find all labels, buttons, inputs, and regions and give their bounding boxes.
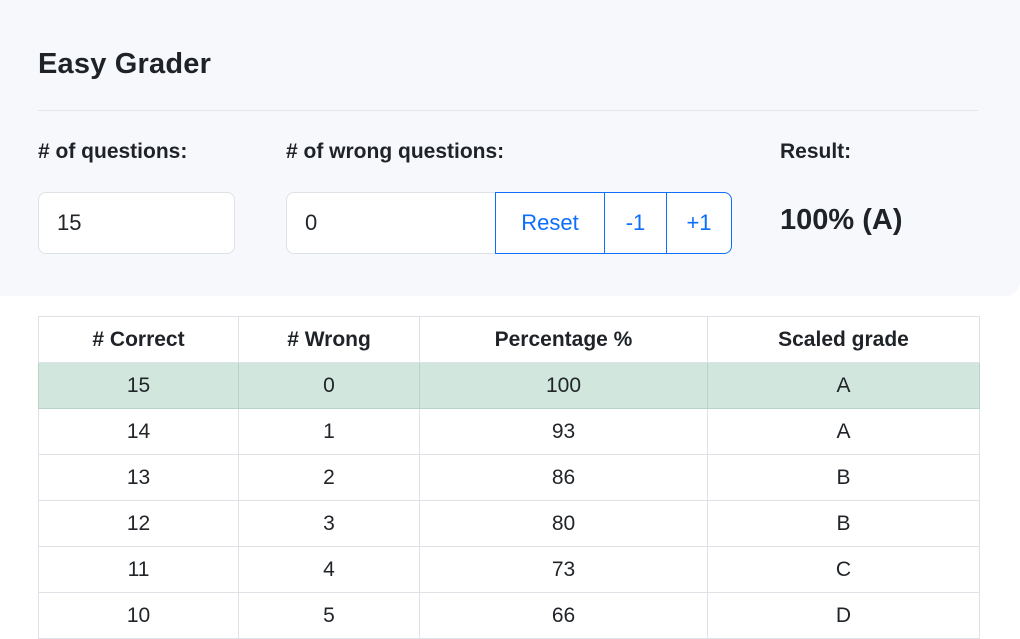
result-label: Result: bbox=[780, 140, 852, 163]
cell-correct: 14 bbox=[38, 408, 239, 455]
increment-button[interactable]: +1 bbox=[666, 192, 732, 254]
result-value: 100% (A) bbox=[780, 204, 903, 236]
cell-correct: 15 bbox=[38, 362, 239, 409]
header-percentage: Percentage % bbox=[419, 316, 708, 363]
wrong-questions-label: # of wrong questions: bbox=[286, 140, 505, 163]
cell-correct: 10 bbox=[38, 592, 239, 639]
cell-grade: C bbox=[707, 546, 980, 593]
wrong-questions-input[interactable] bbox=[286, 192, 495, 254]
cell-wrong: 4 bbox=[238, 546, 420, 593]
cell-correct: 13 bbox=[38, 454, 239, 501]
grade-table: # Correct # Wrong Percentage % Scaled gr… bbox=[38, 316, 980, 639]
table-header-row: # Correct # Wrong Percentage % Scaled gr… bbox=[38, 316, 980, 363]
cell-percentage: 93 bbox=[419, 408, 708, 455]
cell-grade: A bbox=[707, 362, 980, 409]
table-row: 11 4 73 C bbox=[38, 546, 980, 593]
decrement-button[interactable]: -1 bbox=[604, 192, 666, 254]
table-row-active: 15 0 100 A bbox=[38, 362, 980, 409]
header-correct: # Correct bbox=[38, 316, 239, 363]
cell-grade: D bbox=[707, 592, 980, 639]
cell-wrong: 1 bbox=[238, 408, 420, 455]
table-row: 10 5 66 D bbox=[38, 592, 980, 639]
header-wrong: # Wrong bbox=[238, 316, 420, 363]
title-divider bbox=[38, 110, 978, 111]
questions-label: # of questions: bbox=[38, 140, 188, 163]
cell-percentage: 66 bbox=[419, 592, 708, 639]
cell-percentage: 100 bbox=[419, 362, 708, 409]
cell-correct: 11 bbox=[38, 546, 239, 593]
cell-correct: 12 bbox=[38, 500, 239, 547]
table-row: 12 3 80 B bbox=[38, 500, 980, 547]
cell-wrong: 3 bbox=[238, 500, 420, 547]
table-row: 13 2 86 B bbox=[38, 454, 980, 501]
cell-percentage: 86 bbox=[419, 454, 708, 501]
reset-button[interactable]: Reset bbox=[495, 192, 604, 254]
cell-wrong: 5 bbox=[238, 592, 420, 639]
cell-percentage: 73 bbox=[419, 546, 708, 593]
cell-grade: A bbox=[707, 408, 980, 455]
table-row: 14 1 93 A bbox=[38, 408, 980, 455]
cell-grade: B bbox=[707, 454, 980, 501]
app-title: Easy Grader bbox=[38, 48, 212, 80]
header-scaled-grade: Scaled grade bbox=[707, 316, 980, 363]
cell-wrong: 2 bbox=[238, 454, 420, 501]
cell-wrong: 0 bbox=[238, 362, 420, 409]
questions-input[interactable] bbox=[38, 192, 235, 254]
wrong-questions-group: Reset -1 +1 bbox=[286, 192, 732, 254]
cell-grade: B bbox=[707, 500, 980, 547]
cell-percentage: 80 bbox=[419, 500, 708, 547]
grader-panel: Easy Grader # of questions: # of wrong q… bbox=[0, 0, 1020, 296]
